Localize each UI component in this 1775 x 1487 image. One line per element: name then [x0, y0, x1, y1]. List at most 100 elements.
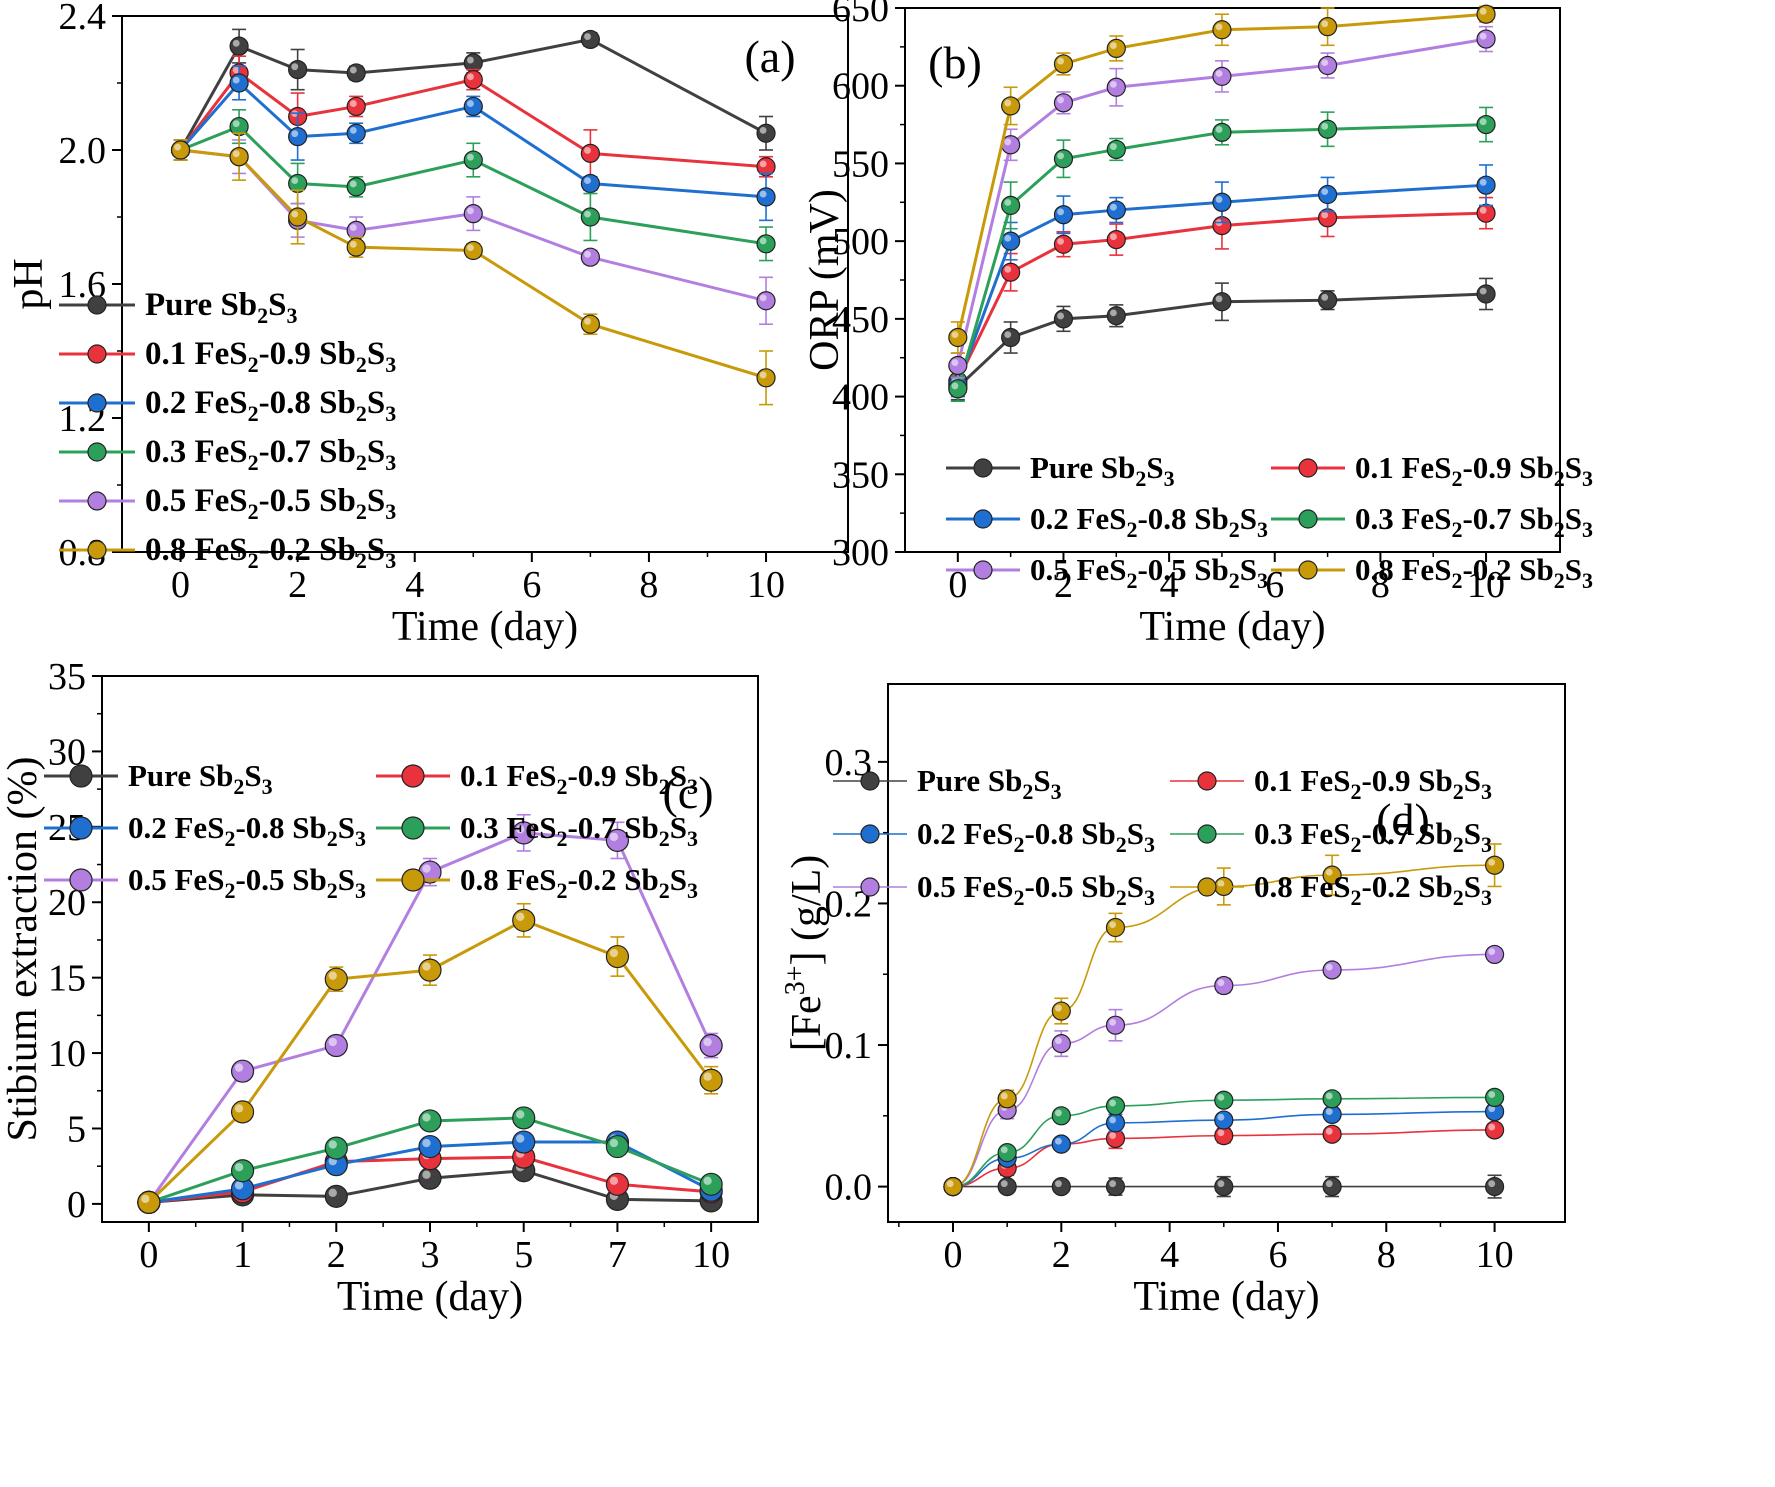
data-point [324, 967, 348, 991]
data-point-highlight [232, 39, 240, 47]
data-point-highlight [466, 207, 474, 215]
legend-label: Pure Sb2S3 [145, 287, 298, 328]
data-point-highlight [1109, 309, 1117, 317]
data-point [1322, 1124, 1342, 1144]
data-point-highlight [1325, 1092, 1333, 1100]
data-point [1105, 1113, 1126, 1133]
data-point-highlight [1057, 152, 1065, 160]
legend: Pure Sb2S3 0.1 FeS2-0.9 Sb2S3 0.2 FeS2-0.8… [44, 758, 698, 903]
data-point-highlight [1109, 1116, 1117, 1124]
x-tick-label: 0 [948, 564, 967, 606]
data-point [580, 207, 600, 227]
data-point-highlight [328, 1140, 337, 1149]
legend-marker [87, 393, 107, 413]
data-point [463, 150, 483, 170]
data-point-highlight [703, 1037, 712, 1047]
data-point [346, 123, 366, 143]
data-point [1106, 77, 1126, 97]
data-point-highlight [349, 100, 357, 107]
data-point [997, 1089, 1017, 1109]
data-point [1001, 231, 1021, 251]
data-point-highlight [1109, 42, 1117, 49]
data-point-highlight [291, 130, 299, 138]
data-point [1105, 917, 1126, 938]
data-point-highlight [1217, 1129, 1225, 1137]
data-point-highlight [1325, 1180, 1333, 1188]
x-tick-label: 1 [233, 1234, 252, 1276]
data-point [230, 1100, 255, 1124]
data-point-highlight [1004, 331, 1012, 339]
series-4 [948, 25, 1496, 379]
data-point [605, 944, 630, 969]
data-point [512, 1106, 536, 1130]
data-point-highlight [1325, 963, 1333, 971]
data-point [1106, 229, 1126, 250]
data-point-highlight [1325, 1127, 1333, 1135]
data-point [288, 59, 308, 80]
data-point-highlight [703, 1072, 712, 1081]
legend-marker [1197, 771, 1217, 791]
data-point [170, 140, 191, 160]
data-point [699, 1033, 723, 1058]
x-axis-title: Time (day) [392, 604, 578, 650]
data-point-highlight [1217, 1180, 1225, 1188]
legend-label: 0.2 FeS2-0.8 Sb2S3 [1030, 501, 1268, 542]
data-point-highlight [466, 244, 474, 252]
x-tick-label: 2 [1054, 564, 1073, 606]
data-point [699, 1068, 723, 1092]
data-point [418, 1109, 442, 1133]
data-point [346, 237, 366, 257]
y-axis-title: [Fe3+] (g/L) [780, 855, 830, 1052]
data-point-highlight [1321, 20, 1329, 28]
data-point [943, 1177, 963, 1197]
data-point-highlight [422, 1138, 431, 1148]
data-point [1484, 1120, 1505, 1140]
series-5 [137, 902, 723, 1214]
data-point [1317, 119, 1338, 139]
data-point [1214, 1177, 1234, 1197]
data-point-highlight [1109, 233, 1117, 241]
data-point [463, 70, 483, 90]
data-point [1476, 175, 1496, 195]
data-point-highlight [759, 126, 767, 134]
legend: Pure Sb2S3 0.1 FeS2-0.9 Sb2S3 0.2 FeS2-0.8… [833, 763, 1492, 910]
data-point [1317, 55, 1338, 76]
data-point-highlight [1215, 126, 1223, 133]
data-point-highlight [1215, 70, 1223, 77]
legend-label: 0.1 FeS2-0.9 Sb2S3 [1254, 763, 1492, 804]
data-point [1322, 1177, 1342, 1197]
data-point [288, 207, 308, 227]
data-point [605, 1172, 630, 1196]
legend-label: 0.8 FeS2-0.2 Sb2S3 [145, 532, 396, 573]
data-point-highlight [1215, 195, 1223, 203]
data-point-highlight [703, 1176, 712, 1185]
data-point [997, 1177, 1017, 1197]
legend-marker [860, 824, 880, 844]
data-point-highlight [1321, 188, 1329, 196]
data-point [1105, 1177, 1126, 1197]
data-point [288, 127, 308, 147]
data-point-highlight [1055, 1137, 1062, 1145]
data-point [699, 1172, 723, 1196]
y-tick-label: 450 [832, 299, 889, 341]
legend-marker [1197, 824, 1217, 844]
data-point [1051, 1134, 1071, 1154]
data-point-highlight [1109, 80, 1117, 88]
legend-marker [87, 344, 107, 364]
y-tick-label: 0.0 [825, 1167, 873, 1209]
y-axis-title: ORP (mV) [802, 189, 848, 371]
data-point-highlight [1321, 211, 1329, 219]
data-point-highlight [1488, 1123, 1496, 1131]
x-tick-label: 0 [943, 1234, 962, 1276]
data-point [756, 123, 776, 143]
data-point [1105, 1096, 1126, 1116]
data-point-highlight [291, 210, 299, 218]
data-point [1051, 1034, 1071, 1054]
x-tick-label: 8 [1377, 1234, 1396, 1276]
data-point [1484, 1177, 1505, 1197]
data-point [1322, 1089, 1342, 1109]
data-point [1106, 200, 1126, 220]
legend-label: 0.5 FeS2-0.5 Sb2S3 [128, 862, 366, 903]
data-point-highlight [328, 971, 337, 980]
